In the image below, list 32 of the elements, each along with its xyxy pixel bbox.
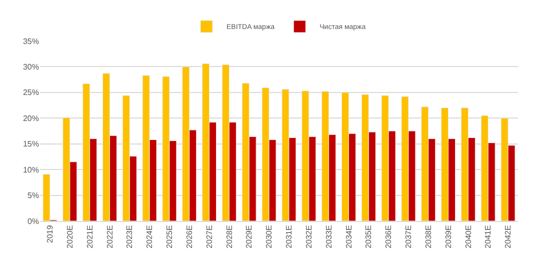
x-tick-label: 2033E [324, 225, 334, 248]
y-tick-label: 5% [27, 191, 39, 200]
x-tick-label: 2038E [424, 225, 433, 248]
x-tick-label: 2020E [65, 225, 74, 248]
x-tick-label: 2039E [444, 225, 453, 248]
x-tick-label: 2034E [344, 225, 354, 248]
y-tick-label: 30% [22, 62, 39, 72]
x-tick-label: 2042E [504, 225, 513, 248]
x-tick-label: 2035E [364, 225, 374, 248]
x-tick-label: 2040E [464, 225, 473, 248]
x-tick-label: 2031E [284, 225, 294, 248]
x-tick-label: 2037E [404, 225, 414, 248]
x-tick-label: 2036E [384, 225, 394, 248]
y-tick-label: 25% [22, 88, 39, 98]
y-tick-label: 35% [22, 36, 39, 46]
x-tick-label: 2027E [204, 225, 214, 248]
x-tick-label: 2032E [304, 225, 314, 248]
x-tick-label: 2028E [224, 225, 234, 248]
y-tick-label: 20% [22, 114, 39, 123]
x-tick-label: 2029E [244, 225, 254, 248]
x-tick-label: 2030E [264, 225, 274, 248]
y-tick-label: 15% [22, 140, 39, 149]
x-tick-label: 2021E [85, 225, 94, 248]
y-tick-label: 0% [27, 216, 39, 226]
x-tick-label: 2024E [145, 225, 154, 248]
x-tick-label: 2026E [184, 225, 194, 248]
y-tick-label: 10% [22, 165, 39, 174]
x-tick-label: 2041E [484, 225, 493, 248]
x-tick-label: 2022E [105, 225, 114, 248]
x-tick-label: 2019 [46, 224, 55, 243]
x-tick-label: 2023E [125, 225, 134, 248]
x-tick-label: 2025E [165, 225, 174, 248]
